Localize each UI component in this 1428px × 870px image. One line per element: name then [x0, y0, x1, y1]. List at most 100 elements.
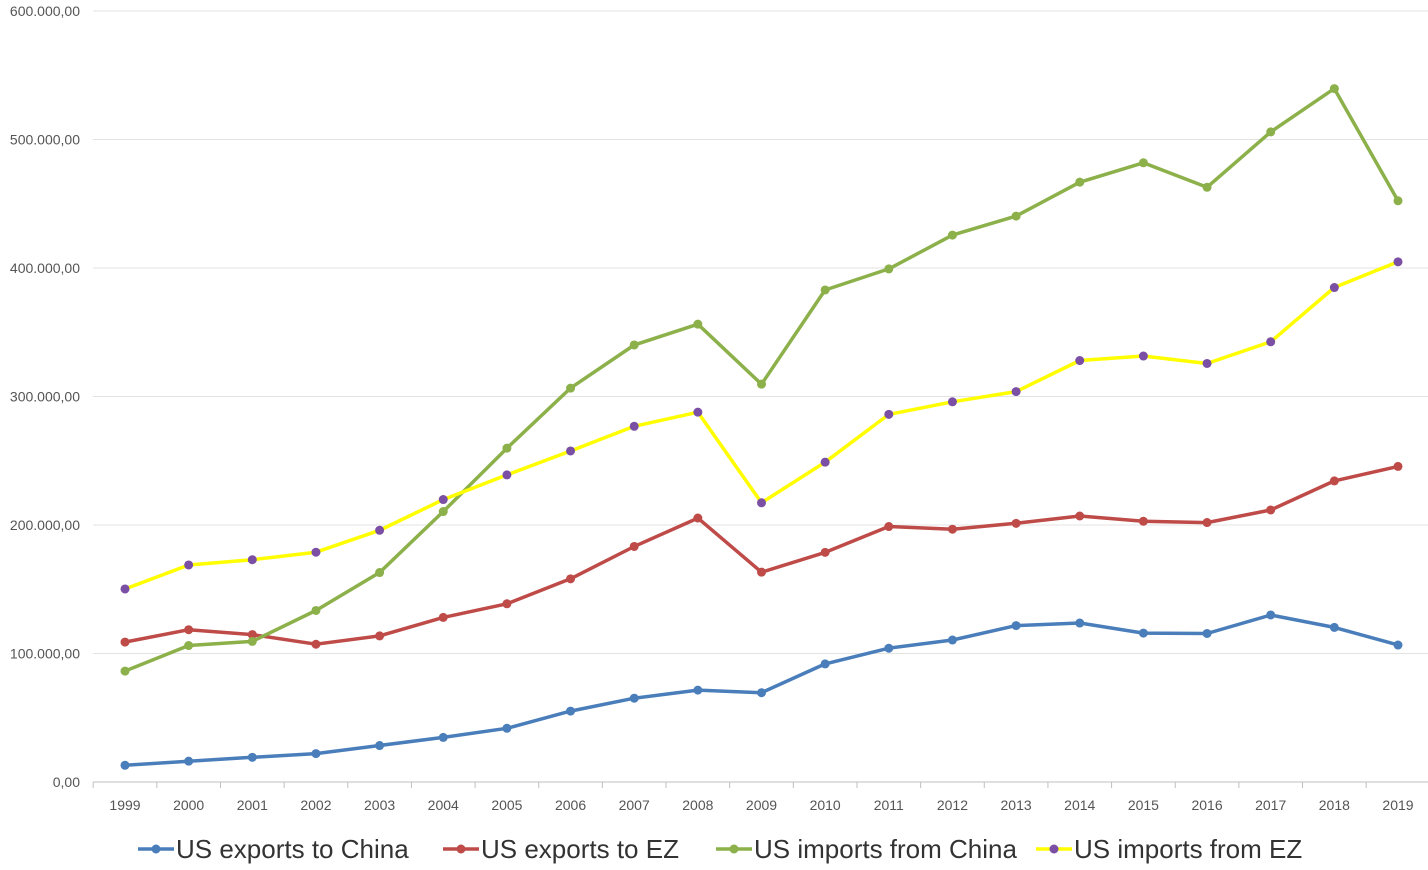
data-point	[884, 522, 894, 532]
series-3	[120, 257, 1403, 594]
data-point	[693, 513, 703, 523]
data-point	[566, 446, 576, 456]
legend-label: US imports from China	[754, 834, 1017, 864]
data-point	[184, 756, 194, 766]
legend-item: US exports to EZ	[443, 834, 679, 864]
data-point	[1138, 158, 1148, 168]
x-tick-label: 2017	[1255, 797, 1286, 813]
data-point	[502, 599, 512, 609]
data-point	[1266, 127, 1276, 137]
data-point	[375, 525, 385, 535]
x-tick-label: 2016	[1191, 797, 1222, 813]
data-point	[1329, 622, 1339, 632]
gridlines	[93, 10, 1428, 783]
data-point	[502, 443, 512, 453]
data-point	[884, 643, 894, 653]
data-point	[311, 749, 321, 759]
data-point	[1011, 387, 1021, 397]
data-point	[1138, 351, 1148, 361]
y-tick-label: 600.000,00	[10, 3, 80, 19]
y-tick-label: 200.000,00	[10, 517, 80, 533]
data-point	[1138, 628, 1148, 638]
data-point	[502, 723, 512, 733]
data-point	[884, 264, 894, 274]
legend-label: US exports to EZ	[481, 834, 679, 864]
data-point	[629, 421, 639, 431]
series-0	[120, 610, 1403, 770]
data-point	[1011, 211, 1021, 221]
y-tick-label: 500.000,00	[10, 132, 80, 148]
data-point	[820, 457, 830, 467]
x-tick-label: 2015	[1128, 797, 1159, 813]
data-point	[1075, 356, 1085, 366]
data-point	[120, 666, 130, 676]
data-point	[247, 630, 257, 640]
data-point	[820, 659, 830, 669]
x-tick-label: 2014	[1064, 797, 1095, 813]
data-point	[1075, 511, 1085, 521]
y-tick-label: 0,00	[53, 774, 80, 790]
data-point	[311, 605, 321, 615]
data-point	[184, 560, 194, 570]
data-point	[247, 752, 257, 762]
data-point	[1011, 518, 1021, 528]
data-point	[1266, 505, 1276, 515]
series-2	[120, 84, 1403, 676]
data-point	[884, 409, 894, 419]
data-point	[1075, 618, 1085, 628]
data-point	[375, 631, 385, 641]
x-tick-label: 2013	[1001, 797, 1032, 813]
y-axis-tick-labels: 0,00 100.000,00 200.000,00 300.000,00 400.00…	[10, 3, 80, 790]
data-point	[757, 379, 766, 389]
x-tick-label: 2006	[555, 797, 586, 813]
data-point	[693, 685, 703, 695]
data-point	[947, 524, 957, 534]
data-point	[375, 741, 385, 751]
x-tick-label: 2008	[682, 797, 713, 813]
data-point	[1329, 283, 1339, 293]
x-tick-label: 2000	[173, 797, 204, 813]
data-point	[120, 760, 130, 770]
data-point	[438, 495, 448, 505]
data-point	[693, 407, 703, 417]
data-point	[438, 732, 448, 742]
x-tick-label: 2003	[364, 797, 395, 813]
data-point	[1329, 84, 1339, 94]
legend-item: US imports from China	[716, 834, 1017, 864]
data-point	[502, 470, 512, 480]
data-point	[693, 319, 703, 329]
data-point	[1202, 182, 1212, 192]
data-point	[947, 397, 957, 407]
x-tick-label: 2004	[428, 797, 459, 813]
legend-label: US imports from EZ	[1074, 834, 1302, 864]
series-1	[120, 461, 1403, 649]
data-point	[566, 383, 576, 393]
data-point	[1266, 610, 1276, 620]
legend: US exports to China US exports to EZ US im…	[138, 834, 1302, 864]
data-point	[1011, 621, 1021, 631]
data-point	[247, 555, 257, 565]
data-point	[247, 636, 257, 646]
data-point	[375, 568, 385, 578]
data-point	[629, 541, 639, 551]
x-tick-label: 2001	[237, 797, 268, 813]
legend-swatch-marker	[151, 844, 161, 854]
data-point	[438, 507, 448, 517]
y-tick-label: 300.000,00	[10, 389, 80, 405]
x-tick-label: 2005	[491, 797, 522, 813]
data-point	[1329, 476, 1339, 486]
data-point	[820, 285, 830, 295]
x-tick-label: 2012	[937, 797, 968, 813]
x-tick-label: 2002	[300, 797, 331, 813]
x-tick-label: 2018	[1319, 797, 1350, 813]
y-tick-label: 400.000,00	[10, 260, 80, 276]
series-line	[123, 260, 1400, 591]
x-tick-label: 2010	[810, 797, 841, 813]
data-point	[1202, 628, 1212, 638]
x-tick-label: 2009	[746, 797, 777, 813]
x-tick-label: 2019	[1382, 797, 1413, 813]
data-point	[566, 574, 576, 584]
data-point	[629, 693, 639, 703]
